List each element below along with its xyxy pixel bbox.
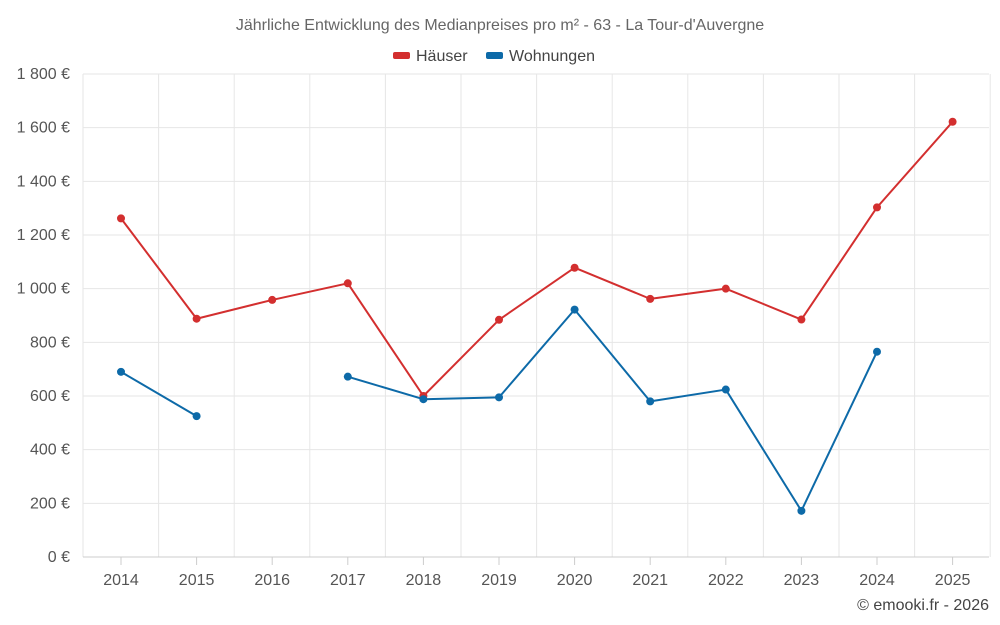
y-tick-label-1800: 1 800 € <box>17 66 70 83</box>
data-point-wohnungen-2021[interactable] <box>646 397 655 406</box>
x-axis-labels: 2014 2015 2016 2017 2018 2019 2020 2021 2022 2023… <box>103 572 970 589</box>
axes <box>83 556 989 565</box>
x-tick-label-2018: 2018 <box>406 572 442 589</box>
data-point-hauser-2016[interactable] <box>268 295 277 304</box>
y-tick-label-200: 200 € <box>30 495 70 512</box>
data-point-wohnungen-2024[interactable] <box>873 347 881 356</box>
x-tick-label-2020: 2020 <box>557 572 593 589</box>
y-tick-label-400: 400 € <box>30 442 70 459</box>
x-tick-label-2023: 2023 <box>784 572 820 589</box>
y-axis-labels: 0 € 200 € 400 € 600 € 800 € 1 000 € 1 200 € 1 4… <box>17 66 70 566</box>
data-point-hauser-2015[interactable] <box>192 314 201 323</box>
legend-item-haeuser[interactable]: Häuser <box>393 48 468 65</box>
y-tick-label-1200: 1 200 € <box>17 227 70 244</box>
x-tick-label-2015: 2015 <box>179 572 215 589</box>
legend-item-wohnungen[interactable]: Wohnungen <box>486 48 595 65</box>
x-tick-label-2016: 2016 <box>254 572 290 589</box>
x-tick-label-2014: 2014 <box>103 572 139 589</box>
y-tick-label-800: 800 € <box>30 334 70 351</box>
legend-swatch-wohnungen <box>486 52 503 59</box>
y-tick-label-1000: 1 000 € <box>17 281 70 298</box>
data-point-hauser-2021[interactable] <box>646 294 655 303</box>
y-tick-label-0: 0 € <box>48 549 70 566</box>
y-tick-label-1400: 1 400 € <box>17 173 70 190</box>
x-tick-label-2025: 2025 <box>935 572 971 589</box>
data-point-wohnungen-2023[interactable] <box>797 506 806 515</box>
y-tick-label-600: 600 € <box>30 388 70 405</box>
data-point-hauser-2014[interactable] <box>117 214 125 223</box>
series-hauser <box>117 117 957 400</box>
data-point-wohnungen-2018[interactable] <box>419 395 428 404</box>
data-point-hauser-2020[interactable] <box>570 263 579 272</box>
series-line-wohnungen-1 <box>347 308 878 512</box>
data-point-hauser-2024[interactable] <box>873 203 881 212</box>
data-point-hauser-2019[interactable] <box>495 315 503 324</box>
x-tick-label-2024: 2024 <box>859 572 895 589</box>
credit-text: © emooki.fr - 2026 <box>857 597 989 614</box>
legend: Häuser Wohnungen <box>393 48 595 65</box>
data-point-hauser-2025[interactable] <box>948 117 957 126</box>
series-line-hauser-0 <box>120 121 954 397</box>
chart-title: Jährliche Entwicklung des Medianpreises … <box>236 17 764 34</box>
data-point-wohnungen-2020[interactable] <box>570 305 579 314</box>
x-tick-label-2017: 2017 <box>330 572 366 589</box>
series-line-wohnungen-0 <box>120 370 198 417</box>
data-point-hauser-2017[interactable] <box>343 279 352 288</box>
grid <box>82 73 991 557</box>
legend-swatch-haeuser <box>393 52 410 59</box>
series-wohnungen <box>117 305 881 515</box>
data-point-hauser-2023[interactable] <box>797 315 806 324</box>
x-tick-label-2021: 2021 <box>632 572 668 589</box>
data-point-wohnungen-2017[interactable] <box>343 372 352 381</box>
series-layer <box>117 117 957 515</box>
data-point-hauser-2022[interactable] <box>721 284 730 293</box>
data-point-wohnungen-2019[interactable] <box>495 393 503 402</box>
legend-label-wohnungen: Wohnungen <box>509 48 595 65</box>
data-point-wohnungen-2014[interactable] <box>117 367 125 376</box>
x-tick-label-2022: 2022 <box>708 572 744 589</box>
x-tick-label-2019: 2019 <box>481 572 517 589</box>
y-tick-label-1600: 1 600 € <box>17 120 70 137</box>
data-point-wohnungen-2015[interactable] <box>192 412 201 421</box>
data-point-wohnungen-2022[interactable] <box>721 385 730 394</box>
legend-label-haeuser: Häuser <box>416 48 468 65</box>
